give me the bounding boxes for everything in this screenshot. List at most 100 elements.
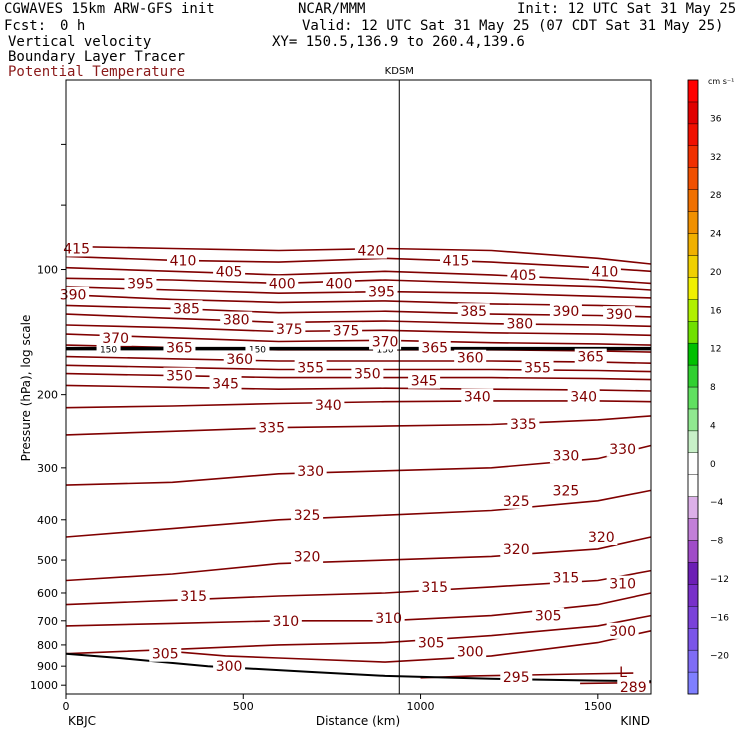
contour-label: 345 bbox=[411, 374, 438, 390]
contour-label-bg bbox=[574, 348, 607, 365]
contour-label: 330 bbox=[297, 464, 324, 480]
contour-label-bg bbox=[330, 322, 363, 339]
contour-label: 289 bbox=[620, 680, 647, 696]
contour-label: 400 bbox=[326, 276, 353, 292]
contour-line-360 bbox=[65, 355, 652, 364]
contour-label: 355 bbox=[524, 360, 551, 376]
colorbar-tick-label: −4 bbox=[710, 498, 724, 508]
contour-label-bg bbox=[294, 359, 327, 376]
bl-height-label: 150 bbox=[376, 346, 393, 356]
contour-label: 345 bbox=[212, 376, 239, 392]
y-tick-label: 400 bbox=[37, 514, 58, 527]
contour-label-bg bbox=[500, 540, 533, 557]
colorbar-cell bbox=[687, 101, 699, 125]
contour-label-bg bbox=[372, 610, 405, 627]
contour-label-bg bbox=[163, 367, 196, 384]
contour-label: 350 bbox=[354, 367, 381, 383]
contour-label-bg bbox=[273, 320, 306, 337]
station-mid-label: KDSM bbox=[385, 66, 414, 77]
colorbar-cell bbox=[687, 474, 699, 497]
colorbar-cell bbox=[687, 342, 699, 366]
contour-label: 365 bbox=[577, 350, 604, 366]
colorbar-cell bbox=[687, 167, 699, 190]
colorbar-tick-label: 20 bbox=[710, 268, 722, 278]
colorbar-cell bbox=[687, 233, 699, 256]
contour-label: 350 bbox=[166, 369, 193, 385]
contour-label-bg bbox=[209, 375, 242, 392]
contour-label-bg bbox=[266, 275, 299, 292]
contour-label-bg bbox=[457, 303, 490, 320]
contour-label-bg bbox=[369, 333, 402, 350]
contour-label-bg bbox=[606, 575, 639, 592]
colorbar-cell bbox=[687, 408, 699, 432]
x-tick-label: 1000 bbox=[407, 700, 435, 713]
contour-line-315 bbox=[65, 569, 652, 606]
colorbar-cell bbox=[687, 496, 699, 519]
contour-label-bg bbox=[585, 528, 618, 545]
colorbar-cell bbox=[687, 189, 699, 212]
center-label: NCAR/MMM bbox=[298, 1, 366, 17]
y-tick-label: 100 bbox=[37, 264, 58, 277]
contour-label-bg bbox=[606, 440, 639, 457]
contour-label-bg bbox=[294, 462, 327, 479]
contour-label-bg bbox=[521, 359, 554, 376]
contour-label-bg bbox=[255, 419, 288, 436]
contour-label: 375 bbox=[276, 322, 303, 338]
bl-label-bg bbox=[96, 343, 121, 354]
contour-line-400 bbox=[65, 277, 652, 291]
colorbar-tick-label: 16 bbox=[710, 306, 722, 316]
contour-label-bg bbox=[223, 350, 256, 367]
contour-label-bg bbox=[461, 388, 494, 405]
contour-label-bg bbox=[507, 266, 540, 283]
low-marker: L bbox=[619, 665, 627, 681]
contour-label-bg bbox=[163, 339, 196, 356]
contour-line-405 bbox=[65, 266, 652, 285]
contour-label: 395 bbox=[127, 276, 154, 292]
y-tick-label: 500 bbox=[37, 554, 58, 567]
contour-label-bg bbox=[408, 372, 441, 389]
colorbar-cell bbox=[687, 452, 699, 475]
colorbar-unit: cm s⁻¹ bbox=[708, 77, 734, 86]
contour-label: 300 bbox=[609, 624, 636, 640]
colorbar-cell bbox=[687, 540, 699, 563]
cross-section-endpoints: XY= 150.5,136.9 to 260.4,139.6 bbox=[272, 34, 525, 50]
colorbar-tick-label: −16 bbox=[710, 613, 729, 623]
contour-label-bg bbox=[507, 415, 540, 432]
contour-label: 390 bbox=[606, 307, 633, 323]
contour-line-325 bbox=[65, 489, 652, 538]
contour-label-bg bbox=[549, 303, 582, 320]
colorbar-tick-label: −20 bbox=[710, 652, 729, 662]
field-boundary-layer-tracer: Boundary Layer Tracer bbox=[8, 49, 186, 65]
colorbar-tick-label: 32 bbox=[710, 153, 721, 163]
init-time: Init: 12 UTC Sat 31 May 25 bbox=[517, 1, 737, 17]
contour-label: 375 bbox=[333, 323, 360, 339]
contour-label-bg bbox=[177, 587, 210, 604]
colorbar-cell bbox=[687, 299, 699, 322]
colorbar-tick-label: −8 bbox=[710, 537, 724, 547]
forecast-value: 0 h bbox=[60, 18, 86, 34]
contour-label: 330 bbox=[609, 442, 636, 458]
colorbar-tick-label: 12 bbox=[710, 345, 721, 355]
contour-label-bg bbox=[365, 283, 398, 300]
contour-label-bg bbox=[588, 263, 621, 280]
y-tick-label: 300 bbox=[37, 462, 58, 475]
x-axis-label: Distance (km) bbox=[316, 714, 400, 728]
contour-label: 315 bbox=[421, 580, 448, 596]
contour-label-bg bbox=[312, 397, 345, 414]
contour-label-bg bbox=[99, 329, 132, 346]
contour-line-320 bbox=[65, 536, 652, 582]
colorbar-tick-label: 28 bbox=[710, 191, 722, 201]
contour-label-bg bbox=[454, 643, 487, 660]
contour-label: 365 bbox=[166, 340, 193, 356]
y-axis-label: Pressure (hPa), log scale bbox=[19, 315, 33, 462]
contour-line-390 bbox=[65, 293, 652, 308]
colorbar-frame bbox=[687, 79, 699, 695]
contour-label: 310 bbox=[609, 577, 636, 593]
contour-label-bg bbox=[354, 242, 387, 259]
y-tick-label: 800 bbox=[37, 639, 58, 652]
contour-label: 370 bbox=[102, 331, 129, 347]
model-title: CGWAVES 15km ARW-GFS init bbox=[4, 1, 215, 17]
contour-label-bg bbox=[454, 349, 487, 366]
contour-label: 325 bbox=[294, 508, 321, 524]
